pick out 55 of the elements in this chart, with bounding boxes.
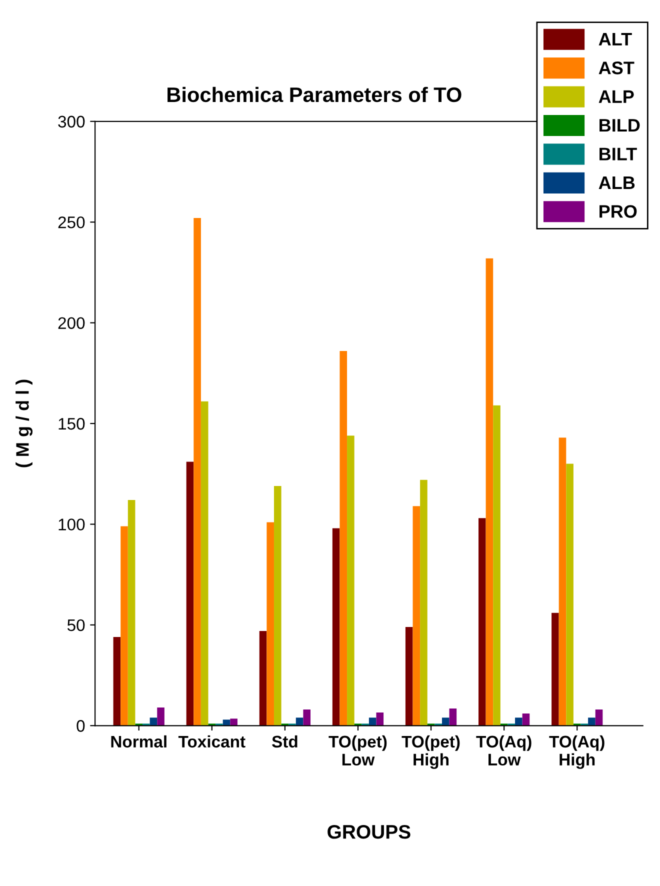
bar [515,718,522,726]
y-tick-label: 300 [58,116,85,128]
bar [493,405,500,726]
y-tick-label: 150 [58,418,85,430]
bar [200,401,208,726]
x-tick-label: Std [272,735,298,748]
legend-label: PRO [600,205,637,218]
x-tick-label: Toxicant [178,735,246,748]
bar [274,486,282,726]
y-tick-label: 250 [58,216,85,228]
bar [230,718,238,726]
y-tick-label: 50 [67,619,85,632]
bar [120,526,128,726]
bar [588,718,596,726]
bar [303,710,311,726]
bar [478,518,486,726]
legend-label: BILT [600,148,637,160]
bar [157,708,164,726]
bar [347,436,354,726]
bar [449,708,457,726]
legend-label: AST [598,62,634,74]
legend-label: ALP [598,90,634,103]
bar [566,464,574,726]
x-tick-label: TO(Aq) High [549,735,604,769]
legend-label: ALB [598,176,635,189]
bar [113,637,121,726]
y-tick-label: 0 [76,720,85,732]
x-axis-title: GROUPS [328,824,410,839]
bar [595,710,603,726]
y-axis-title: ( M g / d l ) [16,380,33,468]
bar [186,462,194,726]
bar [128,500,136,726]
x-tick-label: Normal [111,735,166,748]
bar [442,718,450,726]
legend-label: BILD [600,119,640,132]
x-tick-label: TO(pet) High [402,735,460,769]
x-tick-label: TO(Aq) Low [476,735,532,766]
bar [522,714,530,726]
y-tick-label: 100 [58,518,85,530]
bar [420,480,428,726]
legend-label: ALT [598,33,632,46]
bar [412,506,420,726]
bar [332,528,340,726]
bar [259,630,267,726]
bar [405,626,413,726]
bar [266,522,274,726]
bar [194,218,201,726]
x-tick-label: TO(pet) Low [328,735,387,766]
bar [376,712,384,726]
bar [340,351,348,726]
chart-title: Biochemica Parameters of TO [168,86,462,102]
y-tick-label: 200 [58,317,85,329]
bar [558,438,566,726]
bar [552,612,559,726]
bar [486,258,494,726]
